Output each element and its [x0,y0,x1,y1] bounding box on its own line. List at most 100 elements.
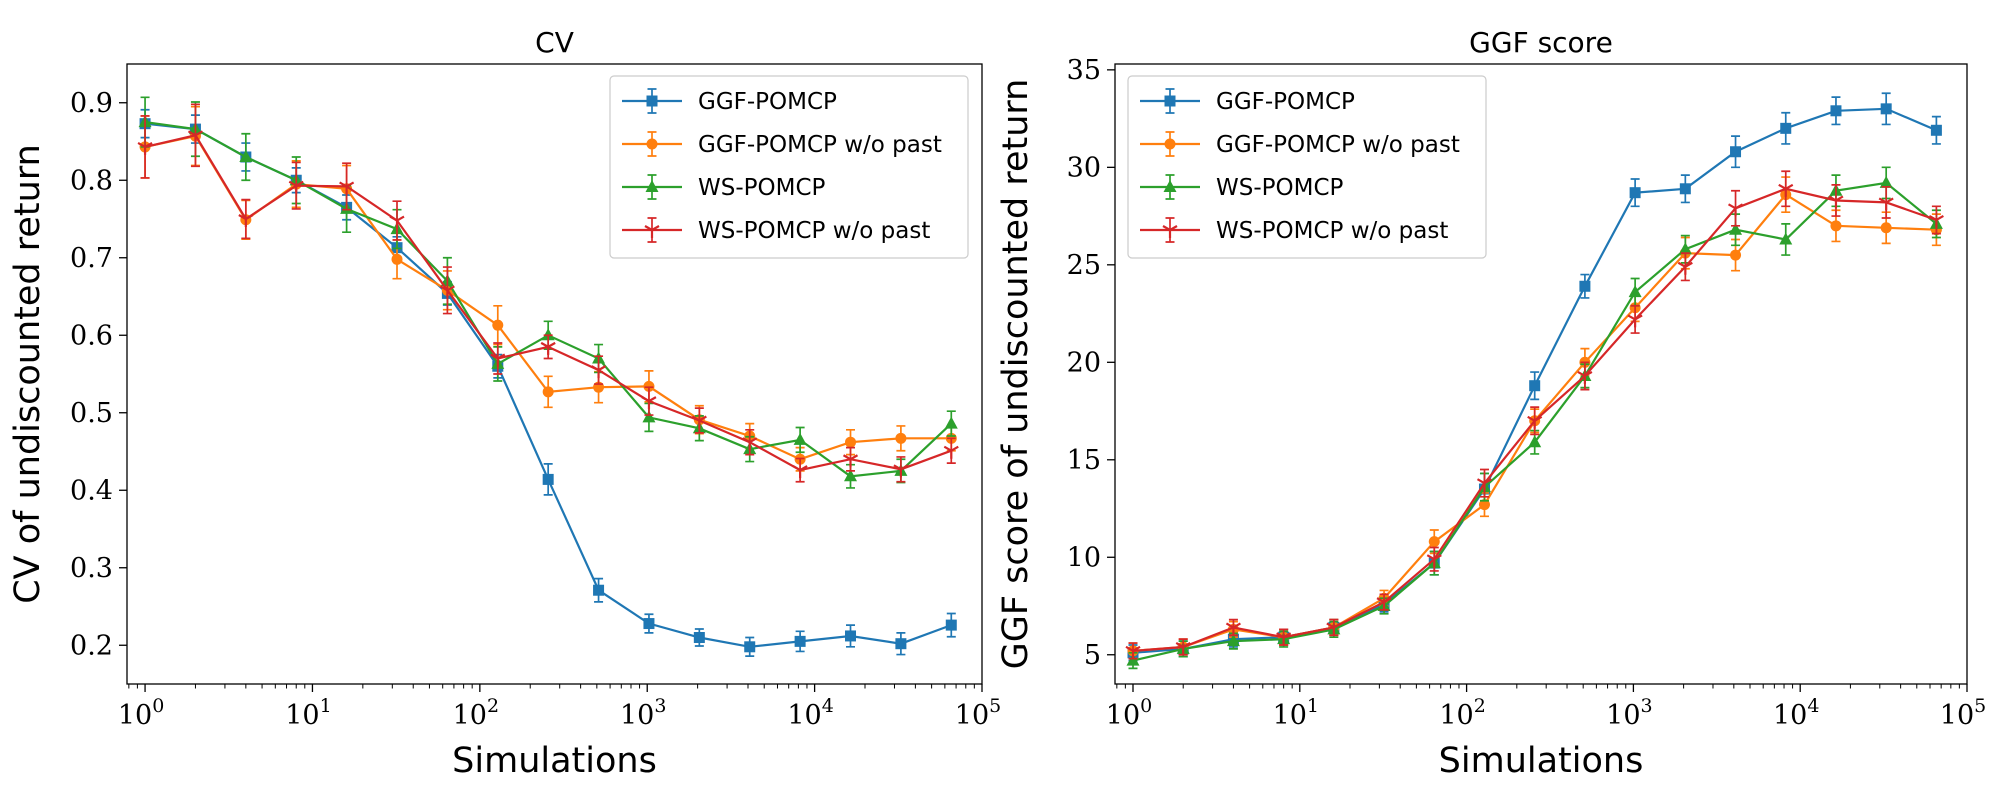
data-point [1880,222,1892,234]
series-4 [137,103,959,483]
data-point [1579,280,1591,292]
y-tick-label: 10 [1067,542,1101,573]
data-point [238,214,254,227]
data-point [945,619,957,631]
y-tick-label: 30 [1067,152,1101,183]
legend: GGF-POMCP GGF-POMCP w/o past WS-POMCP WS-PO… [1127,75,1487,259]
data-point [541,328,555,341]
data-point [1730,249,1742,261]
data-point [1677,261,1693,275]
legend-marker [1163,180,1177,192]
y-tick-label: 20 [1067,347,1101,378]
x-tick-label: 101 [285,695,331,731]
data-point [542,473,554,485]
y-tick-label: 0.9 [70,88,113,119]
y-axis-label: CV of undiscounted return [8,144,48,604]
data-point [339,181,355,195]
data-point [1376,597,1392,611]
data-point [1175,642,1191,655]
panel-2: GGF score Simulations GGF score of undisco… [996,26,1986,781]
data-point [593,584,605,596]
data-point [1880,103,1892,115]
data-point [1577,370,1593,384]
x-axis-label: Simulations [1439,741,1644,781]
data-point [793,432,807,445]
legend-marker [646,138,658,150]
data-point [845,436,857,448]
data-point [1629,187,1641,199]
data-point [1729,222,1743,235]
data-point [1928,215,1944,228]
chart-title: CV [535,26,574,59]
y-tick-label: 0.8 [70,165,113,196]
data-point [1878,197,1894,211]
data-point [642,410,656,423]
data-point [1529,380,1541,392]
data-point [1276,632,1292,646]
axes-frame [126,63,983,685]
data-point [844,469,858,482]
legend-label: GGF-POMCP [1216,89,1355,115]
data-point [1628,285,1642,298]
y-tick-label: 15 [1067,445,1101,476]
data-point [542,386,554,398]
legend-label: WS-POMCP w/o past [1216,218,1448,244]
data-point [845,630,857,642]
data-point [1930,124,1942,136]
data-point [895,432,907,444]
y-tick-label: 35 [1067,55,1101,86]
data-point [895,638,907,650]
data-point [943,445,959,459]
x-tick-label: 101 [1273,695,1319,731]
legend-label: WS-POMCP w/o past [698,218,930,244]
x-tick-label: 100 [118,695,164,731]
data-point [944,416,958,429]
y-tick-label: 0.4 [70,475,113,506]
data-point [591,365,607,379]
x-axis-label: Simulations [452,741,657,781]
legend-box [1127,75,1487,259]
legend-label: GGF-POMCP w/o past [1216,132,1460,158]
data-point [1727,203,1744,217]
legend-marker [1164,95,1176,107]
y-tick-label: 0.5 [70,398,113,429]
data-point [893,464,909,478]
data-point [391,253,403,265]
x-tick-label: 103 [1606,695,1652,731]
data-point [1879,175,1893,188]
y-tick-label: 0.7 [70,243,113,274]
data-point [792,465,808,479]
legend-label: WS-POMCP [698,175,826,201]
data-point [1779,232,1793,245]
data-point [288,180,304,194]
data-point [1678,242,1692,255]
data-point [842,454,859,468]
data-point [439,285,455,299]
y-tick-label: 0.3 [70,553,113,584]
data-point [794,635,806,647]
y-tick-label: 0.2 [70,630,113,661]
x-tick-label: 105 [1940,695,1986,731]
legend-marker [645,180,659,192]
x-tick-label: 104 [787,695,833,731]
data-point [1426,554,1442,568]
data-point [693,632,705,643]
legend-label: GGF-POMCP [698,89,837,115]
data-point [187,130,203,144]
series-4 [1125,170,1944,660]
x-tick-label: 102 [1439,695,1485,731]
data-point [1125,645,1141,659]
data-point [1730,146,1742,158]
data-point [1830,220,1842,232]
y-tick-label: 0.6 [70,320,113,351]
panel-1: CV Simulations CV of undiscounted return 10… [8,26,1001,781]
legend-label: GGF-POMCP w/o past [698,132,942,158]
x-tick-label: 104 [1773,695,1819,731]
data-point [742,437,758,451]
legend-label: WS-POMCP [1216,175,1344,201]
data-point [1627,314,1643,328]
data-point [239,150,253,162]
data-point [1428,536,1440,548]
